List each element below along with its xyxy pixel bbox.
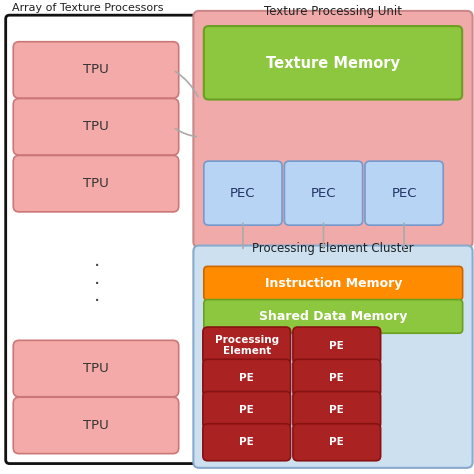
FancyBboxPatch shape (204, 266, 463, 300)
Text: PE: PE (329, 340, 344, 351)
Text: TPU: TPU (83, 419, 109, 432)
FancyBboxPatch shape (204, 161, 282, 225)
FancyBboxPatch shape (203, 392, 291, 428)
Text: Texture Processing Unit: Texture Processing Unit (264, 5, 402, 18)
Text: Instruction Memory: Instruction Memory (264, 277, 402, 290)
FancyBboxPatch shape (293, 424, 381, 461)
FancyBboxPatch shape (203, 359, 291, 396)
FancyBboxPatch shape (293, 392, 381, 428)
Text: PE: PE (329, 405, 344, 415)
Text: PE: PE (329, 373, 344, 383)
Text: PE: PE (239, 437, 254, 447)
FancyBboxPatch shape (365, 161, 443, 225)
Text: Processing Element Cluster: Processing Element Cluster (253, 242, 414, 255)
FancyBboxPatch shape (293, 359, 381, 396)
FancyBboxPatch shape (13, 99, 179, 155)
Text: Shared Data Memory: Shared Data Memory (259, 310, 408, 323)
FancyBboxPatch shape (13, 340, 179, 397)
FancyBboxPatch shape (193, 246, 473, 468)
Text: Array of Texture Processors: Array of Texture Processors (12, 3, 164, 13)
Text: PE: PE (329, 437, 344, 447)
Text: PEC: PEC (392, 187, 417, 200)
Text: PEC: PEC (230, 187, 255, 200)
Text: Texture Memory: Texture Memory (266, 55, 400, 71)
FancyBboxPatch shape (204, 300, 463, 333)
FancyBboxPatch shape (13, 155, 179, 212)
Text: ·
·
·: · · · (94, 257, 100, 311)
FancyBboxPatch shape (293, 327, 381, 364)
FancyBboxPatch shape (284, 161, 363, 225)
Text: TPU: TPU (83, 120, 109, 133)
FancyBboxPatch shape (6, 15, 196, 464)
Text: PE: PE (239, 405, 254, 415)
Text: PE: PE (239, 373, 254, 383)
Text: TPU: TPU (83, 64, 109, 76)
Text: PEC: PEC (311, 187, 336, 200)
Text: TPU: TPU (83, 177, 109, 190)
FancyBboxPatch shape (203, 424, 291, 461)
FancyBboxPatch shape (13, 397, 179, 454)
Text: TPU: TPU (83, 362, 109, 375)
FancyBboxPatch shape (204, 26, 462, 100)
Text: Processing
Element: Processing Element (215, 335, 279, 356)
FancyBboxPatch shape (203, 327, 291, 364)
FancyBboxPatch shape (193, 11, 473, 247)
FancyBboxPatch shape (13, 42, 179, 98)
